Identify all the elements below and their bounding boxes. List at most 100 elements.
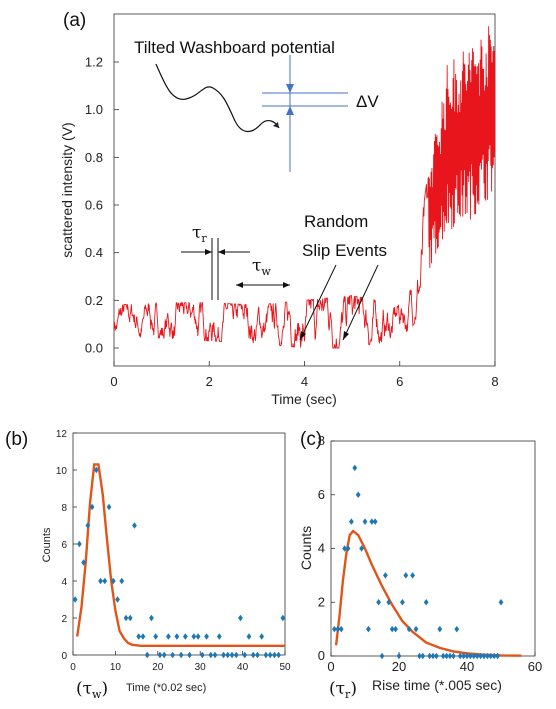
pc-data-point [342, 545, 347, 552]
pc-y-tick-label: 0 [318, 648, 325, 663]
pb-data-point [119, 577, 125, 585]
pc-data-point [413, 625, 419, 633]
pc-data-point [447, 652, 453, 660]
pc-data-point [349, 518, 354, 525]
pc-data-point [400, 599, 405, 606]
panel-a-signal-trace [113, 26, 496, 349]
panel-c-data-points [332, 464, 504, 660]
pc-data-point [389, 625, 395, 633]
pc-data-point [372, 518, 378, 525]
tau-r-right-arrowhead [218, 249, 225, 255]
slip-arrow-2 [342, 264, 379, 341]
panel-a-x-tick-label: 0 [110, 374, 117, 389]
pc-data-point [345, 545, 351, 552]
delta-v-label: ΔV [356, 92, 379, 111]
pc-data-point [393, 625, 398, 633]
delta-v-down-arrow [286, 84, 294, 93]
pc-data-point [386, 599, 392, 606]
panel-a-x-tick-label: 8 [491, 374, 498, 389]
pc-data-point [488, 652, 494, 660]
pc-data-point [471, 652, 477, 660]
pc-x-tick-label: 40 [460, 659, 474, 674]
pc-data-point [444, 652, 449, 660]
panel-c-y-axis-label: Counts [298, 526, 314, 570]
pb-data-point [149, 614, 154, 622]
pc-data-point [396, 652, 402, 660]
pc-data-point [406, 625, 412, 633]
pc-data-point [485, 652, 490, 660]
pc-y-tick-label: 4 [318, 541, 325, 556]
pc-fit-line [334, 529, 522, 657]
pc-data-point [481, 652, 487, 660]
tau-w-right-arrowhead [283, 282, 290, 288]
pc-data-point [461, 652, 466, 660]
pc-data-point [423, 599, 429, 606]
panel-a-y-tick-label: 0.2 [85, 293, 103, 308]
pc-data-point [437, 625, 443, 633]
washboard-arrowhead [273, 122, 279, 128]
pb-data-point [267, 651, 273, 659]
tau-r-left-arrowhead [205, 249, 212, 255]
pb-data-point [195, 633, 201, 640]
pc-data-point [379, 652, 385, 660]
panel-c: (c) 0 20 40 60 0 2 4 6 8 Counts (τr) Rise time (… [298, 429, 542, 701]
pb-data-point [276, 651, 282, 659]
panel-a-trace-line [113, 26, 496, 349]
pb-x-tick-label: 50 [279, 662, 291, 673]
pb-data-point [208, 651, 214, 659]
panel-b-ticks: 0 10 20 30 40 50 0 2 4 6 8 10 12 [56, 429, 291, 673]
pc-y-tick-label: 2 [318, 594, 325, 609]
pc-y-tick-label: 8 [318, 433, 325, 448]
pb-x-tick-label: 40 [237, 662, 249, 673]
pb-data-point [161, 651, 167, 659]
pb-x-tick-label: 10 [110, 662, 122, 673]
pc-data-point [410, 572, 415, 579]
pb-y-tick-label: 2 [61, 614, 67, 625]
pc-data-point [366, 625, 371, 633]
pb-data-point [166, 633, 171, 640]
tau-r-label: τr [192, 223, 207, 245]
pb-y-tick-label: 4 [61, 577, 67, 588]
panel-c-ticks: 0 20 40 60 0 2 4 6 8 [318, 433, 542, 674]
panel-a-x-tick-label: 4 [301, 374, 308, 389]
panel-a-x-tick-label: 6 [396, 374, 403, 389]
panel-a-y-tick-label: 0.0 [85, 341, 103, 356]
pb-data-point [216, 633, 222, 640]
pc-data-point [383, 572, 388, 579]
pb-data-point [93, 466, 99, 474]
panel-a-y-tick-label: 0.8 [85, 150, 103, 165]
pc-data-point [376, 599, 381, 606]
pb-data-point [204, 633, 209, 640]
slip-arrowhead-2 [343, 331, 349, 340]
pb-data-point [170, 651, 176, 659]
pc-data-point [495, 652, 500, 660]
pb-data-point [85, 522, 91, 529]
panel-a: (a) 0 2 4 6 8 0.0 0.2 0.4 0.6 0.8 1.0 1.2 Time (sec… [59, 10, 499, 407]
tau-w-left-arrowhead [236, 282, 243, 288]
pc-data-point [457, 652, 463, 660]
pc-data-point [352, 464, 358, 472]
pb-data-point [272, 651, 277, 659]
pb-data-point [76, 540, 82, 548]
pc-data-point [498, 599, 504, 606]
panel-a-y-tick-label: 0.6 [85, 198, 103, 213]
panel-b-x-axis-label: Time (*0.02 sec) [126, 682, 206, 694]
pb-data-point [242, 651, 248, 659]
pb-data-point [187, 651, 192, 659]
random-slip-label-line2: Slip Events [302, 241, 387, 260]
pc-data-point [464, 652, 470, 660]
pb-data-point [106, 503, 112, 511]
pb-data-point [136, 633, 142, 640]
pb-data-point [178, 651, 184, 659]
panel-b-label: (b) [5, 429, 28, 450]
pc-data-point [427, 652, 432, 660]
pb-data-point [250, 651, 256, 659]
pb-data-point [140, 633, 146, 640]
pb-data-point [255, 651, 260, 659]
pc-data-point [430, 652, 436, 660]
pb-data-point [153, 633, 159, 640]
pb-data-point [280, 614, 286, 622]
pb-data-point [102, 577, 108, 585]
pb-data-point [263, 651, 269, 659]
pb-fit-line [76, 463, 285, 647]
